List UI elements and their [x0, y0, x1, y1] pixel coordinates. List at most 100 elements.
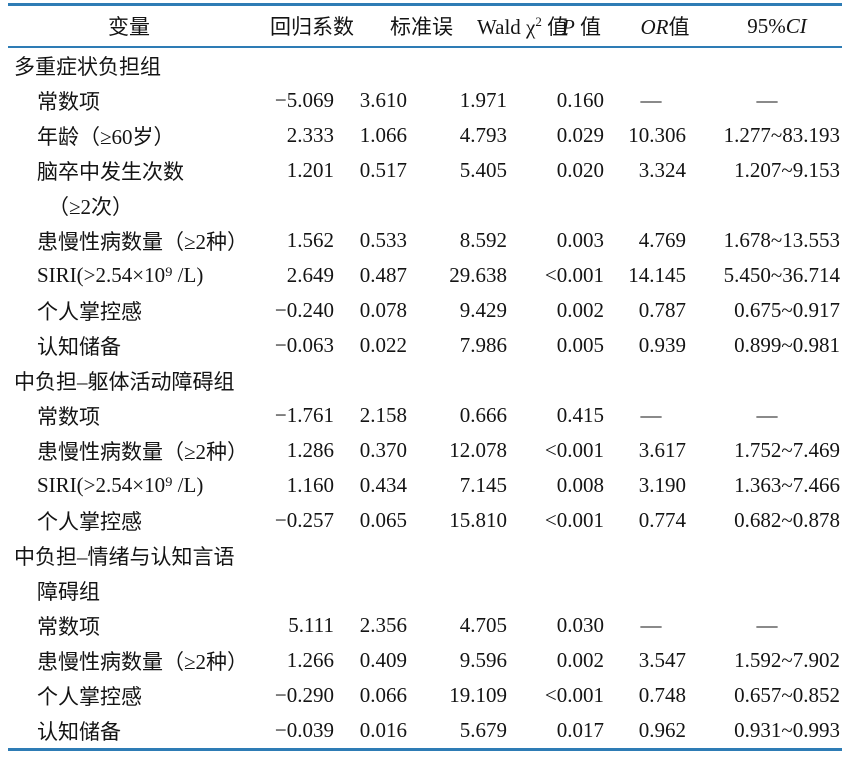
table-row: 个人掌控感 −0.290 0.066 19.109 <0.001 0.748 0.657~0… [8, 678, 842, 713]
value-cell [513, 363, 610, 398]
value-cell: 0.002 [556, 298, 604, 322]
value-cell: 0.029 [556, 123, 604, 147]
value-cell: 29.638 [449, 263, 507, 287]
value-cell: 0.016 [359, 718, 407, 742]
table-row: 常数项 5.111 2.356 4.705 0.030 — — [8, 608, 842, 643]
table-row: 患慢性病数量（≥2种） 1.266 0.409 9.596 0.002 3.547 1.59… [8, 643, 842, 678]
value-cell: 0.899~0.981 [734, 333, 840, 357]
variable-cell: 认知储备 [37, 719, 121, 744]
p-italic: P [561, 15, 575, 39]
value-cell: — [640, 88, 662, 112]
value-cell [513, 573, 610, 608]
value-cell: 9.596 [459, 648, 507, 672]
value-cell: 1.678~13.553 [723, 228, 840, 252]
table-row: 常数项 −1.761 2.158 0.666 0.415 — — [8, 398, 842, 433]
table-row: 年龄（≥60岁） 2.333 1.066 4.793 0.029 10.306 1.277~… [8, 118, 842, 153]
value-cell: 1.066 [359, 123, 407, 147]
value-cell: 8.592 [459, 228, 507, 252]
value-cell: −0.240 [274, 298, 334, 322]
value-cell: 0.002 [556, 648, 604, 672]
value-cell: 1.286 [286, 438, 334, 462]
or-rest: 值 [668, 15, 690, 39]
wald-superscript: 2 [535, 14, 542, 29]
col-header-coefficient: 回归系数 [250, 4, 354, 48]
variable-cell: 常数项 [37, 614, 100, 639]
value-cell: — [640, 403, 662, 427]
value-cell [692, 573, 842, 608]
value-cell [413, 538, 513, 573]
value-cell [413, 573, 513, 608]
value-cell [340, 363, 413, 398]
value-cell: 1.363~7.466 [734, 473, 840, 497]
value-cell: 0.666 [459, 403, 507, 427]
variable-cell: 患慢性病数量（≥2种） [37, 649, 249, 674]
value-cell: 7.145 [459, 473, 507, 497]
value-cell: 3.610 [359, 88, 407, 112]
value-cell: 0.931~0.993 [734, 718, 840, 742]
variable-cell: 个人掌控感 [37, 299, 142, 324]
value-cell: 1.562 [286, 228, 334, 252]
value-cell: — [756, 613, 778, 637]
value-cell: 4.705 [459, 613, 507, 637]
value-cell: −0.063 [274, 333, 334, 357]
value-cell: 0.415 [556, 403, 604, 427]
value-cell: 2.356 [359, 613, 407, 637]
value-cell: 1.207~9.153 [734, 158, 840, 182]
value-cell: 0.962 [638, 718, 686, 742]
table-row: （≥2次） [8, 188, 842, 223]
value-cell [250, 538, 340, 573]
value-cell: 0.030 [556, 613, 604, 637]
value-cell [692, 538, 842, 573]
section-row: 中负担–情绪与认知言语 [8, 538, 842, 573]
value-cell: 1.277~83.193 [723, 123, 840, 147]
value-cell: <0.001 [544, 683, 604, 707]
variable-cell: SIRI(>2.54×10⁹ /L) [37, 263, 204, 287]
col-header-or-value: OR值 [610, 4, 692, 48]
table-row: SIRI(>2.54×10⁹ /L) 1.160 0.434 7.145 0.008 3.… [8, 468, 842, 503]
value-cell: 0.022 [359, 333, 407, 357]
value-cell: 4.793 [459, 123, 507, 147]
value-cell: 1.201 [286, 158, 334, 182]
value-cell: 3.190 [638, 473, 686, 497]
variable-cell: 障碍组 [37, 579, 100, 604]
value-cell [250, 363, 340, 398]
value-cell [513, 188, 610, 223]
value-cell: 2.333 [286, 123, 334, 147]
table-row: 认知储备 −0.039 0.016 5.679 0.017 0.962 0.931~0.99… [8, 713, 842, 750]
value-cell [340, 538, 413, 573]
ci-italic: CI [785, 13, 807, 38]
value-cell: <0.001 [544, 263, 604, 287]
value-cell [513, 538, 610, 573]
table-row: 认知储备 −0.063 0.022 7.986 0.005 0.939 0.899~0.98… [8, 328, 842, 363]
variable-cell: 患慢性病数量（≥2种） [37, 229, 249, 254]
variable-cell: （≥2次） [48, 194, 134, 219]
value-cell: 0.003 [556, 228, 604, 252]
variable-cell: 中负担–躯体活动障碍组 [14, 369, 235, 394]
value-cell: 0.657~0.852 [734, 683, 840, 707]
value-cell: 5.111 [288, 613, 334, 637]
value-cell: 0.020 [556, 158, 604, 182]
value-cell: <0.001 [544, 438, 604, 462]
table-row: SIRI(>2.54×10⁹ /L) 2.649 0.487 29.638 <0.001… [8, 258, 842, 293]
header-row: 变量 回归系数 标准误 Wald χ2 值 P 值 OR值 95%CI [8, 4, 842, 48]
value-cell: 7.986 [459, 333, 507, 357]
value-cell: 3.617 [638, 438, 686, 462]
value-cell [692, 363, 842, 398]
variable-cell: 脑卒中发生次数 [37, 159, 184, 184]
value-cell: 15.810 [449, 508, 507, 532]
value-cell [340, 47, 413, 83]
value-cell: 0.017 [556, 718, 604, 742]
value-cell: — [756, 403, 778, 427]
variable-cell: 个人掌控感 [37, 509, 142, 534]
value-cell [513, 47, 610, 83]
value-cell: 1.752~7.469 [734, 438, 840, 462]
variable-cell: 常数项 [37, 404, 100, 429]
variable-cell: SIRI(>2.54×10⁹ /L) [37, 473, 204, 497]
or-italic: OR [640, 15, 669, 39]
value-cell: 0.787 [638, 298, 686, 322]
value-cell [692, 47, 842, 83]
value-cell: 0.409 [359, 648, 407, 672]
value-cell: 0.748 [638, 683, 686, 707]
value-cell: 10.306 [628, 123, 686, 147]
